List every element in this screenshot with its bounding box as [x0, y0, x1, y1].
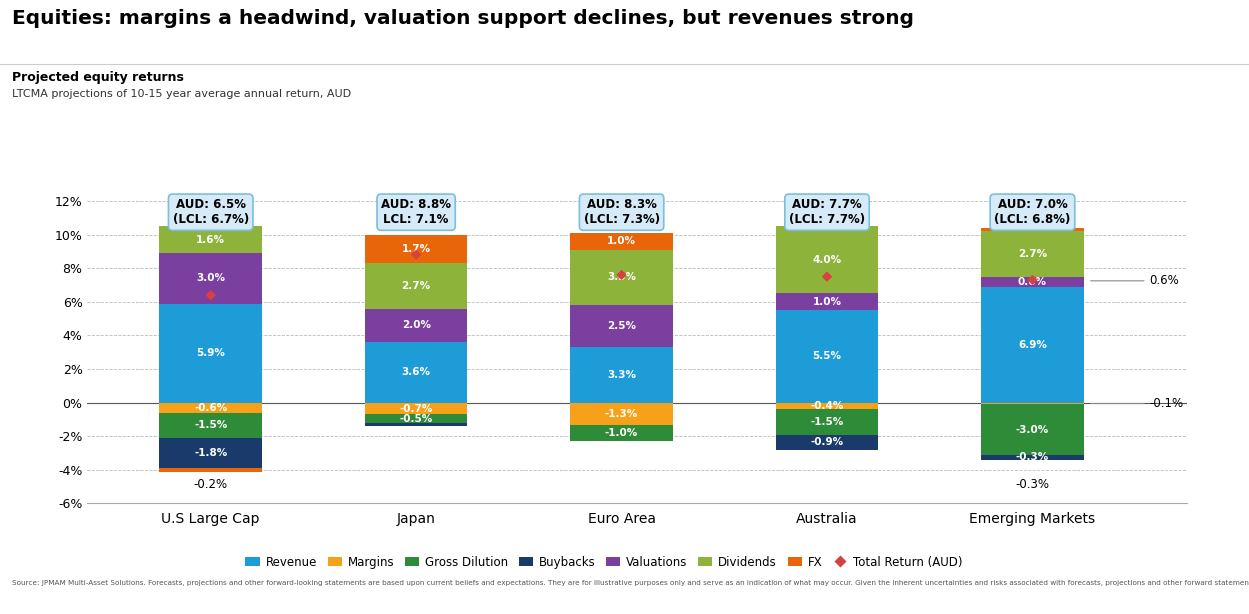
Bar — [365, 309, 467, 342]
Text: 0.6%: 0.6% — [1018, 277, 1047, 287]
Text: -1.8%: -1.8% — [194, 448, 227, 458]
Bar — [982, 228, 1084, 231]
Bar — [365, 423, 467, 426]
Text: Equities: margins a headwind, valuation support declines, but revenues strong: Equities: margins a headwind, valuation … — [12, 9, 914, 28]
Text: AUD: 8.8%
LCL: 7.1%: AUD: 8.8% LCL: 7.1% — [381, 198, 451, 226]
Text: -0.5%: -0.5% — [400, 414, 432, 424]
Bar — [160, 226, 262, 253]
Bar — [982, 403, 1084, 405]
Text: 5.5%: 5.5% — [813, 351, 842, 362]
Point — [817, 272, 837, 282]
Text: AUD: 6.5%
(LCL: 6.7%): AUD: 6.5% (LCL: 6.7%) — [172, 198, 249, 226]
Text: 3.3%: 3.3% — [607, 273, 636, 282]
Bar — [365, 235, 467, 263]
Text: 1.0%: 1.0% — [813, 297, 842, 307]
Bar — [365, 342, 467, 403]
Point — [406, 250, 426, 260]
Bar — [160, 403, 262, 413]
Bar — [776, 410, 878, 435]
Text: -1.5%: -1.5% — [811, 417, 843, 427]
Bar — [776, 435, 878, 449]
Text: 3.3%: 3.3% — [607, 370, 636, 380]
Text: -0.9%: -0.9% — [811, 437, 843, 447]
Bar — [571, 305, 673, 347]
Text: Projected equity returns: Projected equity returns — [12, 71, 185, 84]
Text: 4.0%: 4.0% — [812, 255, 842, 265]
Text: 1.6%: 1.6% — [196, 235, 225, 244]
Text: -1.0%: -1.0% — [605, 428, 638, 438]
Bar — [365, 414, 467, 423]
Text: -0.7%: -0.7% — [400, 403, 433, 414]
Bar — [776, 226, 878, 293]
Bar — [160, 438, 262, 468]
Text: 2.7%: 2.7% — [1018, 249, 1047, 259]
Text: 2.5%: 2.5% — [607, 321, 636, 331]
Text: -3.0%: -3.0% — [1015, 424, 1049, 435]
Text: AUD: 7.0%
(LCL: 6.8%): AUD: 7.0% (LCL: 6.8%) — [994, 198, 1070, 226]
Text: LTCMA projections of 10-15 year average annual return, AUD: LTCMA projections of 10-15 year average … — [12, 89, 352, 99]
Text: -0.4%: -0.4% — [811, 401, 844, 411]
Text: Source: JPMAM Multi-Asset Solutions. Forecasts, projections and other forward-lo: Source: JPMAM Multi-Asset Solutions. For… — [12, 580, 1249, 586]
Text: 1.7%: 1.7% — [402, 244, 431, 254]
Text: -0.2%: -0.2% — [194, 478, 227, 491]
Bar — [160, 253, 262, 303]
Bar — [982, 455, 1084, 460]
Text: 0.6%: 0.6% — [1090, 274, 1179, 287]
Text: -0.3%: -0.3% — [1015, 478, 1049, 491]
Bar — [982, 231, 1084, 277]
Text: 5.9%: 5.9% — [196, 348, 225, 358]
Bar — [365, 403, 467, 414]
Bar — [982, 287, 1084, 403]
Text: AUD: 7.7%
(LCL: 7.7%): AUD: 7.7% (LCL: 7.7%) — [789, 198, 866, 226]
Bar — [776, 403, 878, 410]
Point — [1023, 275, 1043, 285]
Text: -0.3%: -0.3% — [1015, 453, 1049, 462]
Text: -0.6%: -0.6% — [194, 403, 227, 413]
Bar — [982, 405, 1084, 455]
Point — [201, 290, 221, 300]
Bar — [776, 310, 878, 403]
Text: 2.0%: 2.0% — [402, 321, 431, 330]
Legend: Revenue, Margins, Gross Dilution, Buybacks, Valuations, Dividends, FX, Total Ret: Revenue, Margins, Gross Dilution, Buybac… — [241, 551, 967, 573]
Text: 2.7%: 2.7% — [402, 281, 431, 291]
Point — [612, 270, 632, 280]
Bar — [982, 277, 1084, 287]
Text: 6.9%: 6.9% — [1018, 340, 1047, 350]
Bar — [571, 233, 673, 250]
Bar — [571, 424, 673, 441]
Bar — [571, 250, 673, 305]
Text: 1.0%: 1.0% — [607, 236, 636, 246]
Text: -0.1%: -0.1% — [1090, 397, 1184, 410]
Bar — [160, 413, 262, 438]
Bar — [365, 263, 467, 309]
Bar — [160, 468, 262, 472]
Text: -1.3%: -1.3% — [605, 408, 638, 419]
Bar — [571, 347, 673, 403]
Bar — [776, 293, 878, 310]
Bar — [571, 403, 673, 424]
Text: AUD: 8.3%
(LCL: 7.3%): AUD: 8.3% (LCL: 7.3%) — [583, 198, 659, 226]
Text: 3.6%: 3.6% — [402, 367, 431, 378]
Bar — [160, 303, 262, 403]
Text: -1.5%: -1.5% — [194, 421, 227, 430]
Text: 3.0%: 3.0% — [196, 273, 225, 283]
